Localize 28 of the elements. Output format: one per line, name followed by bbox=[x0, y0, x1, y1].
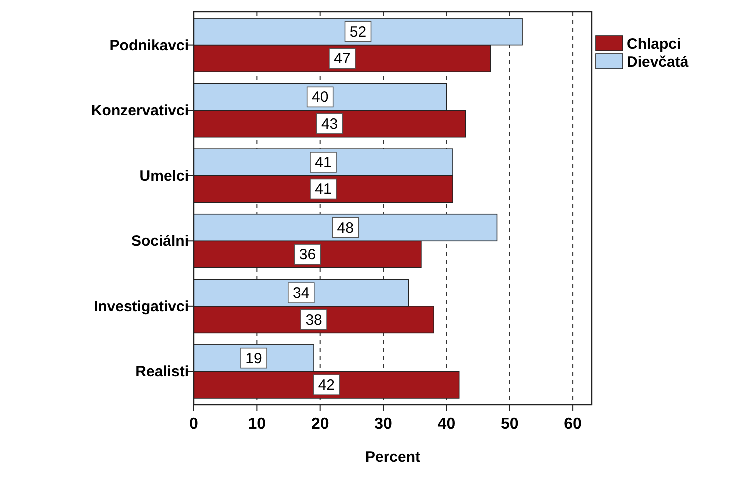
data-label: 52 bbox=[350, 24, 367, 41]
y-tick-label: Sociálni bbox=[131, 233, 189, 250]
x-tick-label: 0 bbox=[190, 416, 199, 433]
y-tick-label: Realisti bbox=[136, 364, 189, 381]
data-label: 48 bbox=[337, 220, 354, 237]
data-label: 43 bbox=[321, 116, 338, 133]
y-tick-label: Konzervativci bbox=[91, 102, 189, 120]
data-label: 41 bbox=[315, 154, 332, 172]
data-label: 36 bbox=[299, 246, 316, 264]
x-axis-title: Percent bbox=[365, 449, 421, 466]
y-tick-label: Investigativci bbox=[94, 298, 189, 316]
data-label: 38 bbox=[306, 312, 322, 329]
x-tick-label: 50 bbox=[500, 416, 519, 433]
data-label: 42 bbox=[318, 377, 336, 394]
x-tick-label: 30 bbox=[374, 416, 393, 433]
x-tick-label: 10 bbox=[248, 416, 266, 433]
data-label: 41 bbox=[315, 181, 332, 198]
x-tick-label: 20 bbox=[311, 416, 330, 433]
x-tick-label: 60 bbox=[564, 416, 582, 433]
data-label: 34 bbox=[293, 285, 310, 302]
data-label: 40 bbox=[312, 89, 329, 106]
y-tick-label: Podnikavci bbox=[110, 37, 189, 54]
legend-label: Chlapci bbox=[627, 36, 682, 53]
x-tick-label: 40 bbox=[438, 416, 456, 433]
y-tick-label: Umelci bbox=[140, 168, 189, 185]
legend-label: Dievčatá bbox=[627, 54, 690, 71]
data-label: 19 bbox=[246, 350, 262, 368]
data-label: 47 bbox=[334, 50, 351, 68]
